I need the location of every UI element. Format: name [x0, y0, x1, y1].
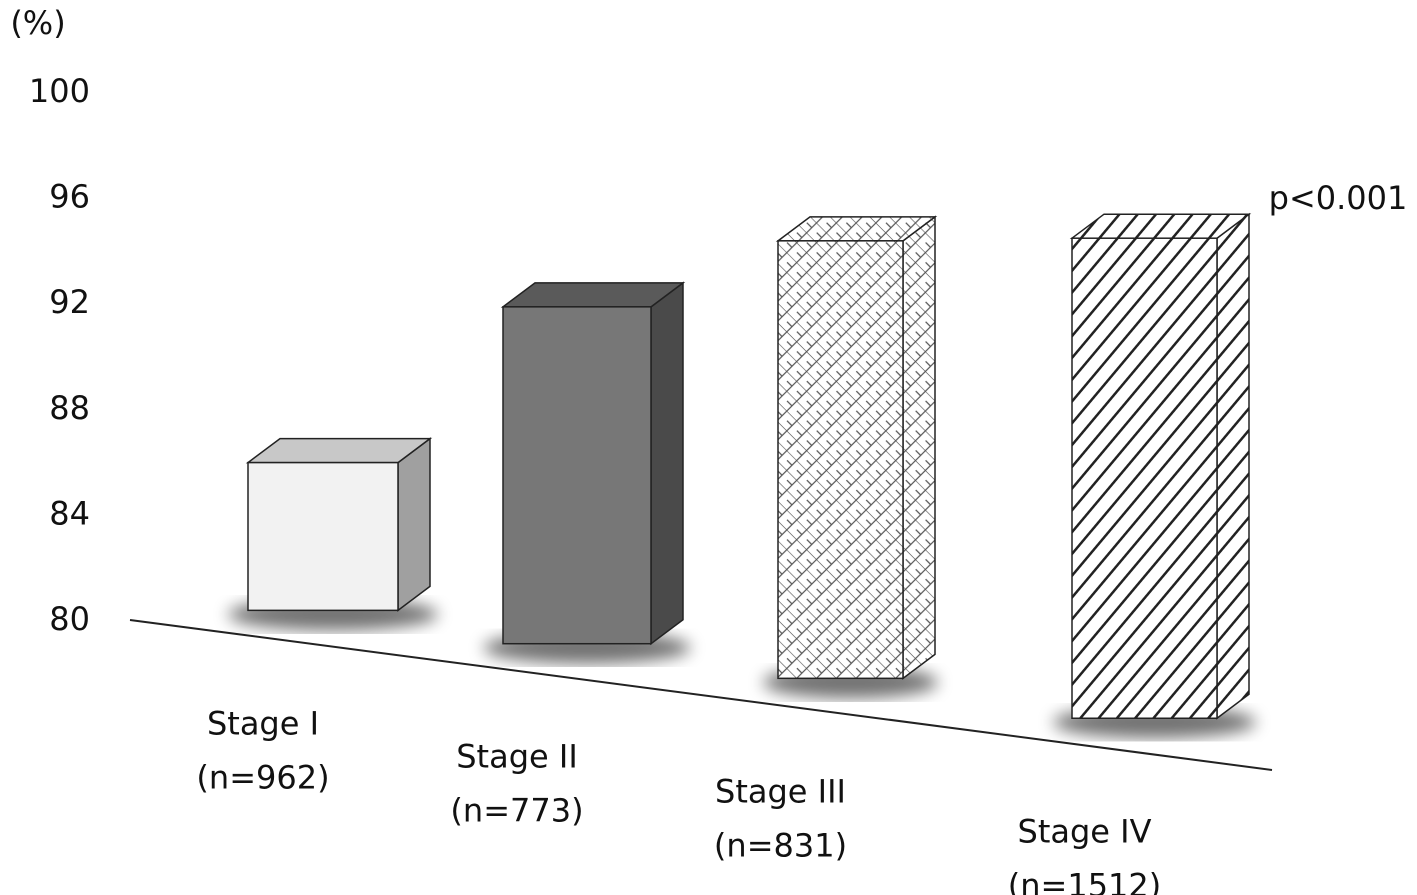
x-tick-label: Stage I	[207, 704, 319, 742]
y-unit: (%)	[10, 4, 65, 42]
x-tick-label: Stage III	[715, 772, 846, 810]
bar-side	[650, 281, 684, 646]
bar	[777, 240, 904, 680]
y-tick-label: 96	[49, 178, 90, 216]
sample-size: (n=962)	[196, 758, 329, 796]
baseline	[129, 619, 1273, 771]
bar	[247, 461, 399, 612]
bar-side	[397, 437, 431, 612]
y-tick-label: 80	[49, 600, 90, 638]
sample-size: (n=773)	[450, 792, 583, 830]
y-tick-label: 84	[49, 494, 90, 532]
bar	[502, 306, 652, 645]
bar	[1071, 237, 1218, 720]
y-tick-label: 92	[49, 283, 90, 321]
sample-size: (n=1512)	[1008, 866, 1162, 895]
y-tick-label: 100	[29, 72, 90, 110]
annotation: p<0.001	[1269, 179, 1408, 217]
bar-top	[245, 437, 433, 464]
x-tick-label: Stage IV	[1018, 812, 1152, 850]
bar-top	[500, 282, 686, 308]
x-tick-label: Stage II	[456, 738, 578, 776]
bar-side	[1216, 212, 1250, 720]
bar-top	[1069, 213, 1252, 239]
bar-side	[902, 215, 936, 680]
sample-size: (n=831)	[714, 826, 847, 864]
y-tick-label: 88	[49, 389, 90, 427]
